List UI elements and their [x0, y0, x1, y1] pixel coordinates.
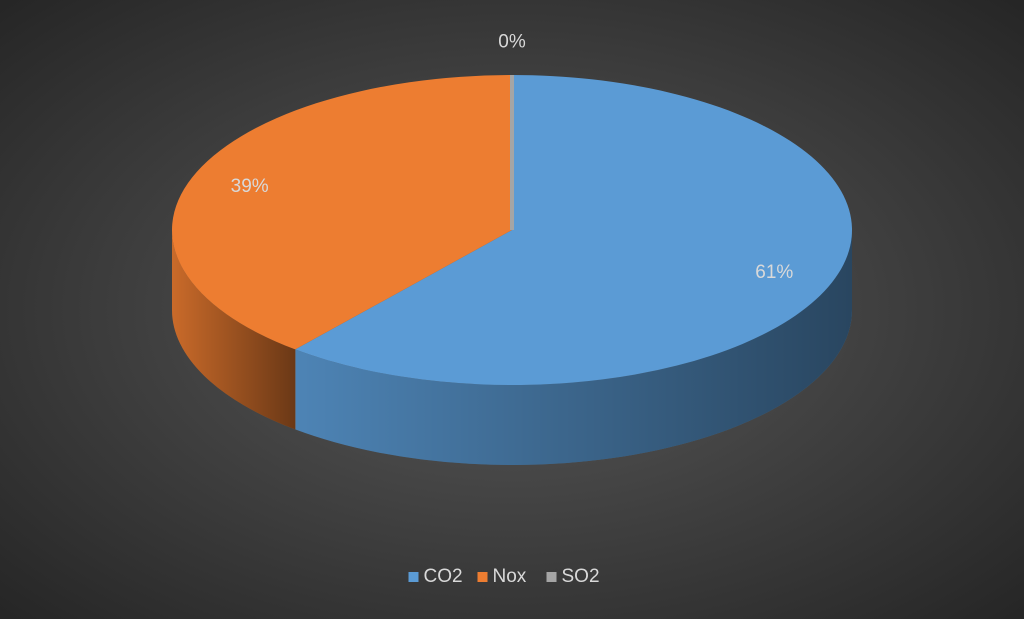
legend-swatch — [408, 572, 419, 582]
slice — [172, 75, 513, 350]
data-label: 61% — [755, 262, 793, 283]
legend-swatch — [546, 572, 557, 582]
legend: CO2 Nox SO2 — [408, 566, 600, 587]
slice — [295, 75, 852, 386]
pie-tops — [172, 75, 852, 386]
legend-label: Nox — [493, 566, 527, 587]
pie-sides — [172, 230, 852, 466]
data-labels: 61% 39% 0% — [231, 32, 794, 283]
data-label: 0% — [498, 32, 526, 53]
slice-side-shade — [172, 230, 296, 430]
legend-swatch — [477, 572, 488, 582]
slice-side-shade — [295, 230, 852, 466]
data-label: 39% — [231, 176, 269, 197]
legend-label: SO2 — [562, 566, 600, 587]
legend-label: CO2 — [424, 566, 463, 587]
